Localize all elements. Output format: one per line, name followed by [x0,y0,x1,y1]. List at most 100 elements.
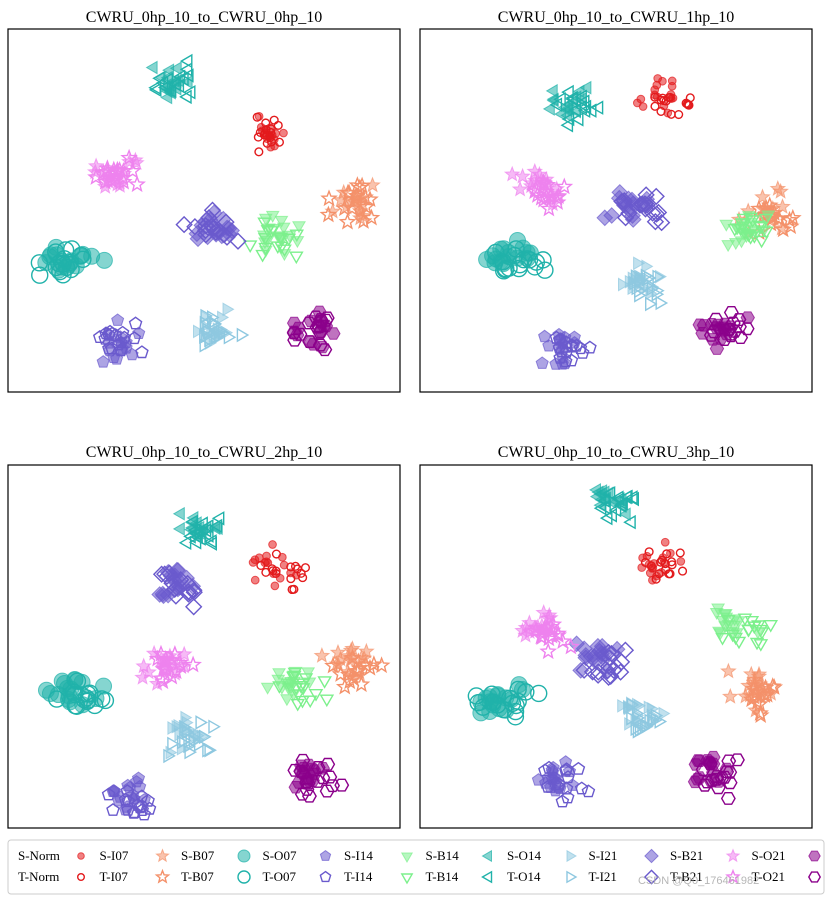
point-target-O21b [302,335,318,348]
legend-label: S-I07 [100,848,129,863]
point-target-I07 [362,208,381,226]
point-target-I14 [260,225,276,238]
point-target-I14 [759,226,774,240]
point-target-O21b [727,324,743,338]
point-source-O14 [633,256,646,271]
point-target-O21b [709,772,725,786]
point-target-I14 [255,249,270,263]
point-target-I14 [746,621,762,635]
point-source-O21 [503,165,521,182]
point-target-B07 [487,243,505,262]
point-target-B14 [209,518,223,534]
point-target-B21 [199,218,217,237]
point-target-O14 [630,721,644,737]
legend-marker-S-B07 [237,849,251,863]
legend-marker-S-B21 [725,848,741,863]
point-target-I14 [274,241,289,255]
point-target-B14 [577,103,591,119]
point-target-B21 [600,649,618,667]
point-target-I14 [728,632,744,646]
point-target-B14 [179,62,193,77]
point-target-B21 [647,187,665,206]
point-source-I07 [774,198,791,214]
point-source-Norm [676,557,686,566]
point-target-B21 [611,663,630,681]
legend-label: T-B14 [426,869,459,884]
point-target-O14 [201,328,214,344]
point-target-I07 [755,685,774,703]
point-target-B14 [561,111,575,127]
point-target-O21 [539,642,558,660]
panels-layer: CWRU_0hp_10_to_CWRU_0hp_10 CWRU_0hp_10_to… [7,9,813,829]
point-target-O07 [92,330,107,343]
point-source-B14 [162,63,175,78]
point-target-O14 [199,315,213,331]
point-target-Norm [261,124,271,135]
point-target-B14 [620,489,633,505]
point-target-I07 [349,661,368,679]
point-target-O14 [181,724,195,740]
point-source-O21b [326,327,341,340]
point-target-Norm [683,100,693,110]
legend-marker-S-O14 [566,849,577,863]
point-target-O07 [128,316,143,330]
point-target-Norm [654,569,664,579]
point-target-I14 [242,240,258,254]
point-target-B21 [179,585,198,603]
point-target-I07 [324,656,342,674]
point-target-B07 [96,691,115,710]
point-target-B21 [185,581,203,599]
point-target-O21b [708,312,724,326]
point-source-B14 [169,61,182,76]
point-target-O07 [133,800,147,814]
legend-label: T-O14 [507,869,541,884]
point-target-B21 [616,209,635,227]
point-target-I14 [277,244,292,258]
point-target-I07 [320,189,338,207]
point-target-O21b [312,325,328,339]
point-target-Norm [273,120,283,130]
point-target-O21 [128,175,146,193]
point-source-Norm [268,540,277,549]
point-target-O14 [223,329,237,345]
point-target-I07 [353,176,371,194]
point-target-B07 [474,698,492,716]
point-target-I14 [317,676,332,689]
legend-marker-S-B14 [481,849,492,863]
legend-label: S-B07 [181,848,215,863]
point-target-O07 [127,331,142,345]
point-target-O21b [319,784,335,798]
point-target-O14 [217,325,231,341]
point-target-O21b [322,770,338,784]
point-target-O14 [650,708,664,723]
point-target-B14 [597,493,610,508]
point-source-B07 [37,681,55,699]
legend-marker-T-O07 [319,870,332,883]
point-source-I07 [358,642,375,659]
point-target-O07 [135,345,149,359]
point-target-O14 [644,270,657,286]
point-target-O21b [716,333,732,346]
point-target-O14 [185,733,199,748]
point-target-O14 [198,729,212,745]
point-target-O07 [126,805,141,819]
panel-2: CWRU_0hp_10_to_CWRU_1hp_10 [419,9,813,393]
point-target-O14 [637,721,650,737]
point-target-O07 [564,339,579,353]
legend-label: T-I21 [589,869,617,884]
point-target-I14 [272,681,287,694]
point-target-O07 [134,789,149,803]
point-target-O21 [156,660,174,677]
point-target-B07 [48,690,66,708]
legend-marker-S-I21 [644,848,659,864]
legend-marker-T-I21 [643,869,660,885]
point-target-O21 [532,188,551,206]
panel-4: CWRU_0hp_10_to_CWRU_3hp_10 [419,444,813,829]
point-target-B07 [527,253,546,271]
point-source-Norm [275,573,285,583]
point-target-I07 [783,208,802,226]
point-source-B07 [95,677,113,695]
point-target-Norm [664,569,674,579]
point-source-O14 [617,698,630,713]
